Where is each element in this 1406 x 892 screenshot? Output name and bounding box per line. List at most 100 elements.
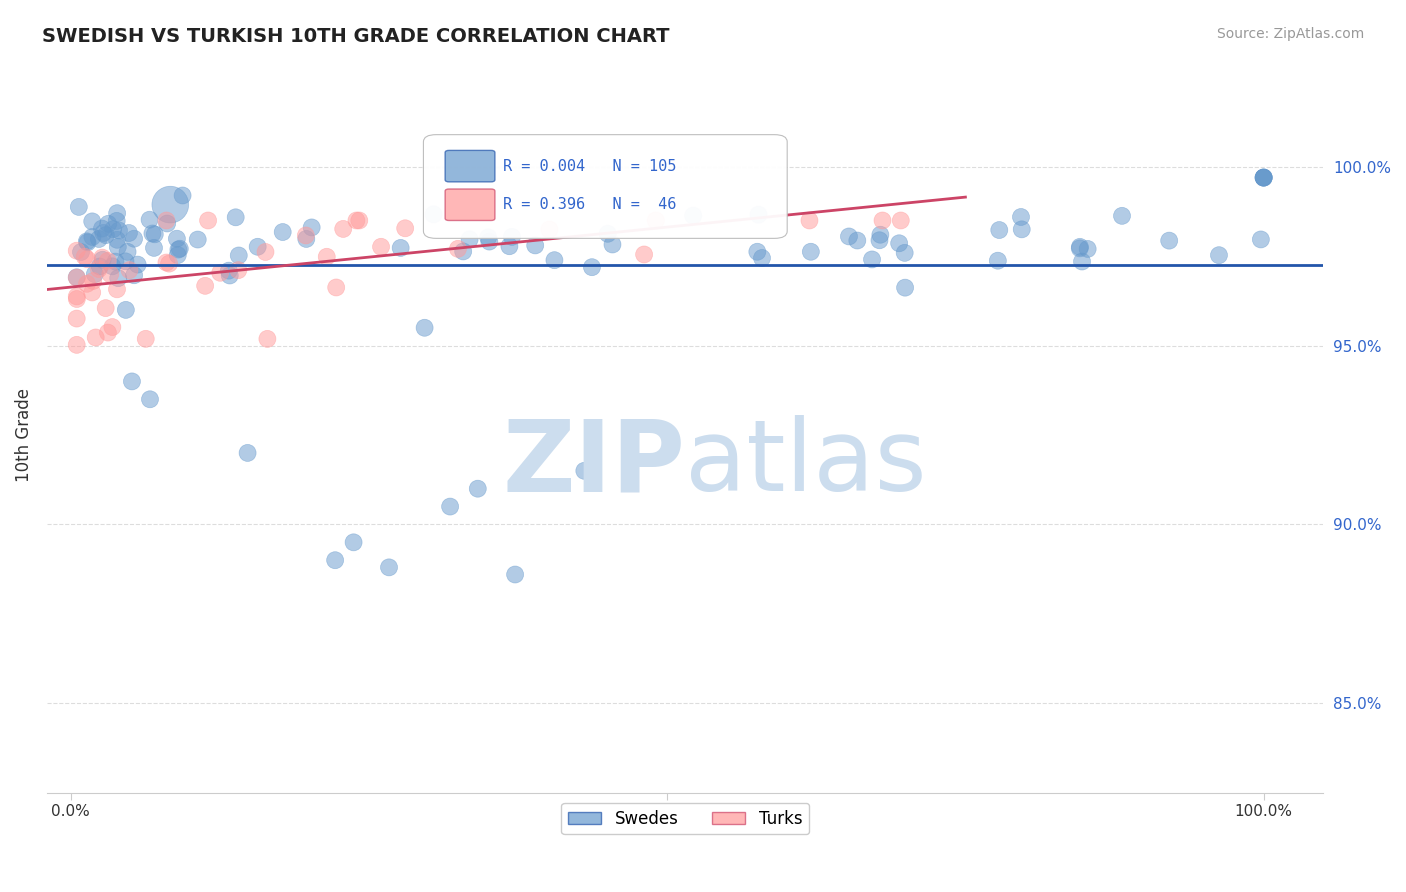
Point: [225, 211, 247, 225]
Point: [101, 260, 124, 274]
FancyBboxPatch shape: [423, 135, 787, 238]
Point: [751, 251, 773, 265]
Point: [87, 262, 110, 277]
Point: [1071, 254, 1094, 268]
Point: [155, 213, 177, 227]
Point: [1253, 170, 1275, 185]
Point: [574, 464, 596, 478]
FancyBboxPatch shape: [446, 189, 495, 220]
Point: [1069, 240, 1091, 254]
Point: [1253, 170, 1275, 185]
Point: [538, 222, 561, 236]
Point: [97, 217, 120, 231]
Text: atlas: atlas: [685, 415, 927, 512]
Point: [105, 282, 128, 296]
Point: [447, 242, 470, 256]
Point: [70, 245, 93, 260]
Point: [66, 270, 89, 285]
Point: [799, 213, 821, 227]
Point: [477, 230, 499, 244]
Point: [156, 217, 179, 231]
Point: [1111, 209, 1133, 223]
Point: [439, 500, 461, 514]
Point: [501, 230, 523, 244]
Point: [451, 244, 474, 259]
Point: [246, 240, 269, 254]
Point: [107, 240, 129, 254]
Point: [118, 263, 141, 277]
Point: [94, 301, 117, 315]
Point: [1253, 170, 1275, 185]
Point: [323, 553, 346, 567]
Point: [869, 227, 891, 242]
Point: [413, 320, 436, 334]
Point: [860, 252, 883, 267]
Point: [82, 285, 104, 300]
Point: [83, 267, 105, 281]
Point: [84, 330, 107, 344]
Point: [135, 332, 157, 346]
Text: Source: ZipAtlas.com: Source: ZipAtlas.com: [1216, 27, 1364, 41]
Point: [602, 237, 624, 252]
Point: [1077, 242, 1099, 256]
Point: [76, 235, 98, 249]
Point: [209, 266, 232, 280]
Point: [644, 213, 666, 227]
Point: [91, 251, 114, 265]
Point: [155, 255, 177, 269]
Point: [166, 248, 188, 262]
Point: [172, 188, 194, 202]
Legend: Swedes, Turks: Swedes, Turks: [561, 803, 808, 834]
Point: [315, 250, 337, 264]
Point: [869, 233, 891, 247]
Point: [988, 223, 1011, 237]
Text: ZIP: ZIP: [502, 415, 685, 512]
Point: [846, 234, 869, 248]
Point: [349, 213, 371, 227]
Point: [159, 197, 181, 211]
Point: [197, 213, 219, 227]
Y-axis label: 10th Grade: 10th Grade: [15, 388, 32, 482]
Point: [169, 242, 191, 256]
Point: [1159, 234, 1181, 248]
Point: [117, 244, 139, 259]
Point: [87, 232, 110, 246]
Point: [66, 311, 89, 326]
Point: [295, 232, 318, 246]
Point: [889, 236, 911, 251]
Point: [66, 244, 89, 258]
Point: [872, 213, 894, 227]
Point: [143, 227, 166, 242]
Point: [143, 241, 166, 255]
Point: [118, 226, 141, 240]
Point: [458, 232, 481, 246]
Point: [115, 302, 138, 317]
Point: [91, 226, 114, 240]
Point: [226, 263, 249, 277]
Point: [194, 278, 217, 293]
Text: R = 0.004   N = 105: R = 0.004 N = 105: [502, 159, 676, 174]
Point: [157, 257, 180, 271]
Point: [747, 208, 769, 222]
Point: [66, 270, 89, 285]
Point: [332, 222, 354, 236]
Point: [747, 244, 769, 259]
Point: [121, 375, 143, 389]
Point: [167, 243, 190, 257]
Point: [1010, 210, 1032, 224]
Point: [893, 245, 915, 260]
Point: [633, 247, 655, 261]
Point: [256, 332, 278, 346]
Point: [478, 235, 501, 249]
Point: [138, 212, 160, 227]
Point: [800, 244, 823, 259]
Text: R = 0.396   N =  46: R = 0.396 N = 46: [502, 197, 676, 212]
Point: [66, 338, 89, 352]
Point: [254, 244, 277, 259]
Point: [342, 535, 364, 549]
Point: [301, 220, 323, 235]
Point: [236, 446, 259, 460]
Point: [105, 206, 128, 220]
Point: [122, 232, 145, 246]
Point: [295, 228, 318, 243]
